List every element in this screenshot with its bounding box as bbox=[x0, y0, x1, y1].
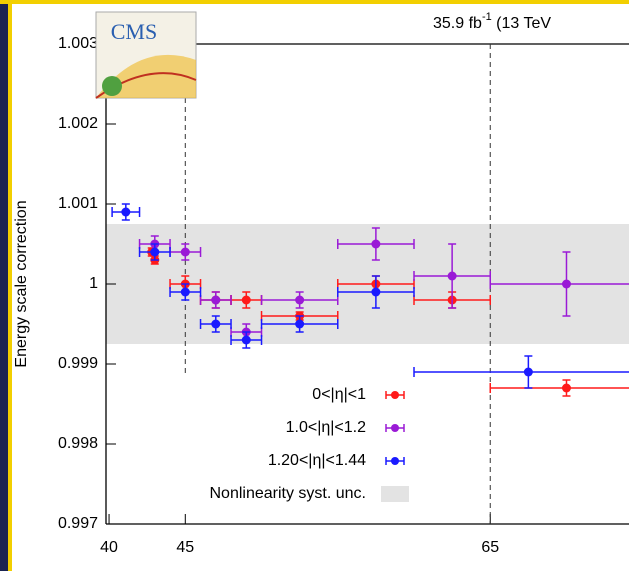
data-point bbox=[295, 319, 305, 329]
legend-label: 1.0<|η|<1.2 bbox=[286, 419, 366, 436]
data-point bbox=[150, 247, 160, 257]
y-tick-label: 0.999 bbox=[58, 355, 98, 372]
legend-label: 1.20<|η|<1.44 bbox=[268, 452, 366, 469]
y-axis-label: Energy scale correction bbox=[13, 200, 30, 367]
cms-logo: CMS bbox=[95, 11, 197, 99]
lumi-sup: -1 bbox=[482, 11, 492, 23]
data-point bbox=[211, 319, 221, 329]
lumi-rest: (13 TeV bbox=[492, 15, 552, 32]
logo-art bbox=[102, 76, 122, 96]
x-tick-label: 40 bbox=[100, 539, 118, 556]
data-point bbox=[561, 383, 571, 393]
lumi-main: 35.9 fb bbox=[433, 15, 482, 32]
y-tick-label: 1 bbox=[89, 275, 98, 292]
y-tick-label: 0.998 bbox=[58, 435, 98, 452]
legend-label: 0<|η|<1 bbox=[312, 386, 366, 403]
frame-left-stripe bbox=[8, 4, 12, 571]
legend-marker bbox=[391, 424, 399, 432]
data-point bbox=[180, 247, 190, 257]
data-point bbox=[523, 367, 533, 377]
data-point bbox=[371, 239, 381, 249]
legend-label: Nonlinearity syst. unc. bbox=[209, 485, 366, 502]
data-point bbox=[241, 295, 251, 305]
y-tick-label: 0.997 bbox=[58, 515, 98, 532]
y-tick-label: 1.003 bbox=[58, 35, 98, 52]
data-point bbox=[211, 295, 221, 305]
y-tick-label: 1.001 bbox=[58, 195, 98, 212]
data-point bbox=[295, 295, 305, 305]
y-tick-label: 1.002 bbox=[58, 115, 98, 132]
logo-text: CMS bbox=[111, 19, 157, 44]
data-point bbox=[241, 335, 251, 345]
data-point bbox=[447, 271, 457, 281]
data-point bbox=[561, 279, 571, 289]
legend-marker bbox=[391, 457, 399, 465]
legend-swatch bbox=[381, 486, 409, 502]
data-point bbox=[371, 287, 381, 297]
x-tick-label: 65 bbox=[481, 539, 499, 556]
data-point bbox=[121, 207, 131, 217]
x-tick-label: 45 bbox=[176, 539, 194, 556]
data-point bbox=[180, 287, 190, 297]
legend-marker bbox=[391, 391, 399, 399]
frame-top-stripe bbox=[0, 0, 629, 4]
lumi-label: 35.9 fb-1 (13 TeV bbox=[433, 11, 551, 32]
